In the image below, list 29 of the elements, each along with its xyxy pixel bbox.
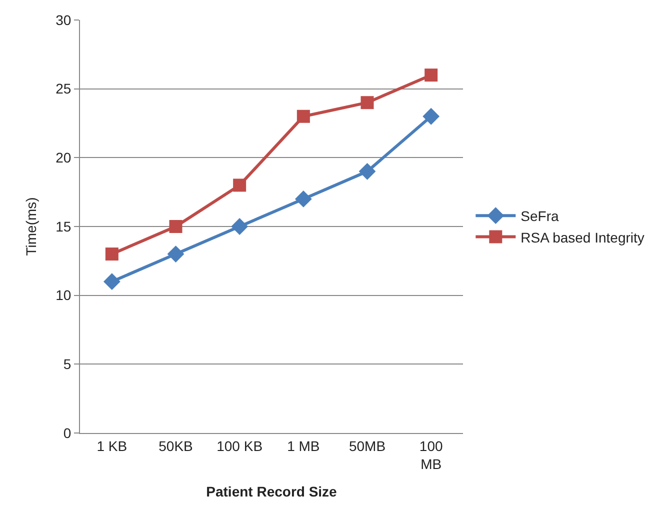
y-tick-label: 20 <box>56 150 72 166</box>
x-tick-label: 1 KB <box>96 438 128 454</box>
point <box>358 162 376 180</box>
x-tick-label: 50MB <box>348 438 386 454</box>
x-tick-label: 100 MB <box>419 438 443 472</box>
point <box>105 248 118 261</box>
point <box>422 108 440 125</box>
y-axis-title: Time(ms) <box>23 197 40 256</box>
y-tick-label: 0 <box>63 424 72 441</box>
point <box>167 246 184 262</box>
y-tick-label: 30 <box>56 12 72 28</box>
point <box>231 218 248 235</box>
y-tick-label: 10 <box>56 287 72 304</box>
x-tick-label: 1 MB <box>287 438 320 454</box>
point <box>169 220 182 233</box>
x-axis-title: Patient Record Size <box>206 483 338 500</box>
point <box>294 190 312 208</box>
point <box>233 178 246 192</box>
y-tick-label: 5 <box>63 356 72 372</box>
point <box>103 273 120 290</box>
x-tick-label: 50KB <box>158 438 193 454</box>
point <box>296 110 310 123</box>
x-tick-label: 100 KB <box>216 438 263 454</box>
legend-label: RSA based Integrity <box>520 229 644 246</box>
legend-label: SeFra <box>520 208 559 224</box>
point <box>360 96 374 110</box>
point <box>424 68 438 82</box>
y-tick-label: 15 <box>56 218 72 234</box>
y-tick-label: 25 <box>56 80 72 97</box>
